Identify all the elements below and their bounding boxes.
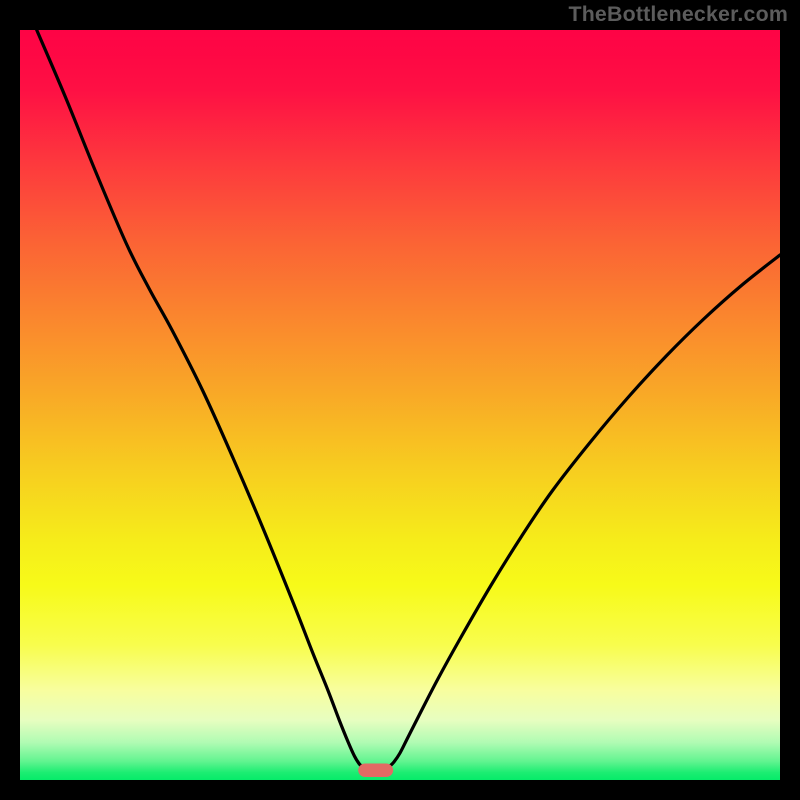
watermark-text: TheBottlenecker.com [568, 2, 788, 27]
plot-area [20, 30, 780, 780]
bottleneck-curve-chart [0, 0, 800, 800]
optimal-point-marker [358, 764, 393, 778]
chart-stage: TheBottlenecker.com [0, 0, 800, 800]
